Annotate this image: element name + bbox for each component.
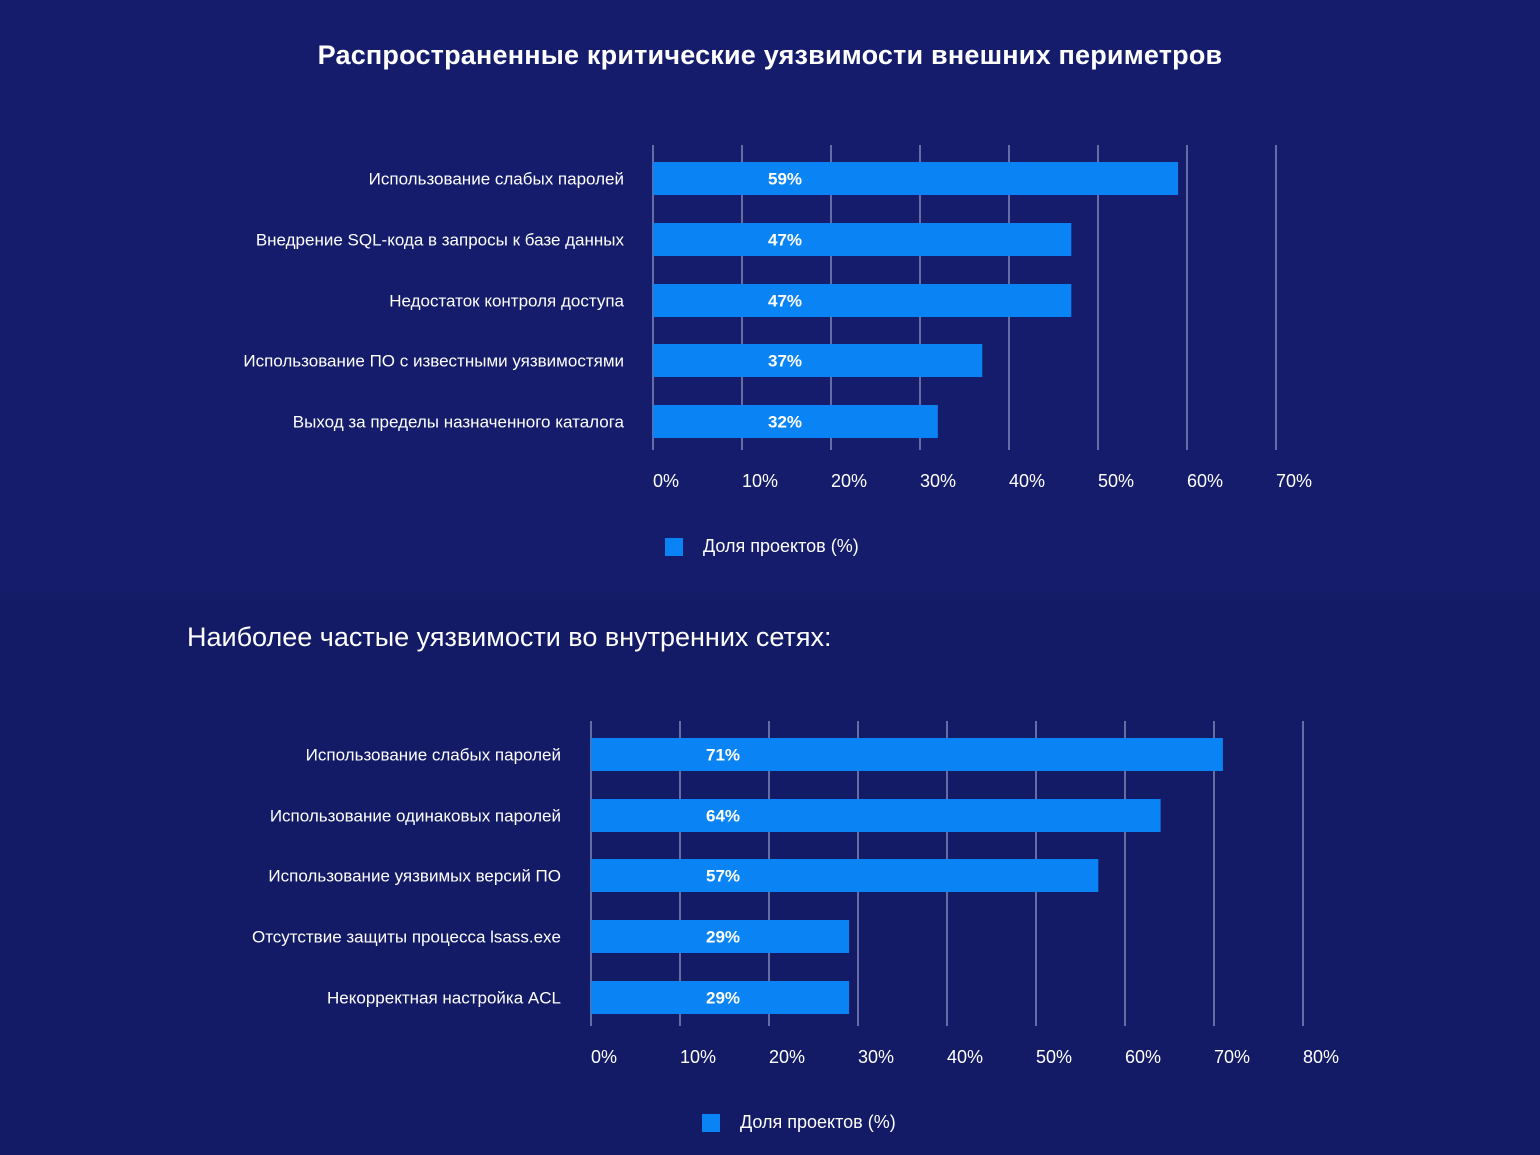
x-tick-label: 20% bbox=[769, 1047, 805, 1067]
x-tick-label: 60% bbox=[1125, 1047, 1161, 1067]
x-tick-label: 10% bbox=[680, 1047, 716, 1067]
x-tick-label: 60% bbox=[1187, 471, 1223, 491]
bar bbox=[653, 405, 938, 438]
bar bbox=[591, 859, 1099, 892]
category-label: Использование слабых паролей bbox=[369, 170, 624, 189]
internal-bar-chart: 0% 10% 20% 30% 40% 50% 60% 70% 80% 71% Использован… bbox=[252, 721, 1339, 1067]
x-tick-label: 50% bbox=[1098, 471, 1134, 491]
x-tick-label: 0% bbox=[591, 1047, 617, 1067]
legend-swatch bbox=[665, 537, 683, 556]
bar bbox=[653, 344, 983, 377]
category-label: Использование ПО с известными уязвимостя… bbox=[243, 352, 624, 371]
category-label: Использование уязвимых версий ПО bbox=[268, 867, 561, 886]
legend-external: Доля проектов (%) bbox=[665, 536, 859, 557]
bar-value-label: 37% bbox=[768, 352, 802, 371]
category-label: Недостаток контроля доступа bbox=[389, 292, 624, 311]
bar bbox=[591, 799, 1161, 832]
x-tick-label: 30% bbox=[858, 1047, 894, 1067]
bar-value-label: 32% bbox=[768, 413, 802, 432]
bar-value-label: 71% bbox=[706, 746, 740, 765]
legend-swatch bbox=[702, 1113, 720, 1132]
category-label: Выход за пределы назначенного каталога bbox=[293, 413, 625, 432]
legend-label: Доля проектов (%) bbox=[703, 536, 859, 556]
x-tick-label: 70% bbox=[1276, 471, 1312, 491]
legend-internal: Доля проектов (%) bbox=[702, 1112, 896, 1133]
bar bbox=[653, 284, 1072, 317]
bar-value-label: 59% bbox=[768, 170, 802, 189]
bar-value-label: 47% bbox=[768, 231, 802, 250]
x-tick-label: 80% bbox=[1303, 1047, 1339, 1067]
bar bbox=[653, 223, 1072, 256]
x-tick-label: 50% bbox=[1036, 1047, 1072, 1067]
bar-value-label: 29% bbox=[706, 989, 740, 1008]
internal-network-panel: Наиболее частые уязвимости во внутренних… bbox=[0, 593, 1540, 1155]
category-label: Отсутствие защиты процесса lsass.exe bbox=[252, 928, 561, 947]
x-tick-label: 70% bbox=[1214, 1047, 1250, 1067]
x-tick-label: 40% bbox=[947, 1047, 983, 1067]
bar-value-label: 29% bbox=[706, 928, 740, 947]
chart-title-external: Распространенные критические уязвимости … bbox=[317, 40, 1223, 70]
category-label: Использование слабых паролей bbox=[306, 746, 561, 765]
x-tick-label: 0% bbox=[653, 471, 679, 491]
x-tick-label: 10% bbox=[742, 471, 778, 491]
category-label: Некорректная настройка ACL bbox=[327, 989, 561, 1008]
external-bar-chart: 0% 10% 20% 30% 40% 50% 60% 70% 59% Использование … bbox=[243, 145, 1312, 491]
bar-value-label: 47% bbox=[768, 292, 802, 311]
category-label: Внедрение SQL-кода в запросы к базе данн… bbox=[256, 231, 625, 250]
x-tick-label: 20% bbox=[831, 471, 867, 491]
legend-label: Доля проектов (%) bbox=[740, 1112, 896, 1132]
bar-value-label: 64% bbox=[706, 807, 740, 826]
bar bbox=[591, 981, 850, 1014]
bar bbox=[591, 738, 1223, 771]
bar bbox=[591, 920, 850, 953]
bar bbox=[653, 162, 1179, 195]
bar-value-label: 57% bbox=[706, 867, 740, 886]
chart-title-internal: Наиболее частые уязвимости во внутренних… bbox=[187, 622, 832, 652]
x-tick-label: 30% bbox=[920, 471, 956, 491]
x-tick-label: 40% bbox=[1009, 471, 1045, 491]
external-perimeter-panel: Распространенные критические уязвимости … bbox=[0, 0, 1540, 593]
category-label: Использование одинаковых паролей bbox=[270, 807, 561, 826]
